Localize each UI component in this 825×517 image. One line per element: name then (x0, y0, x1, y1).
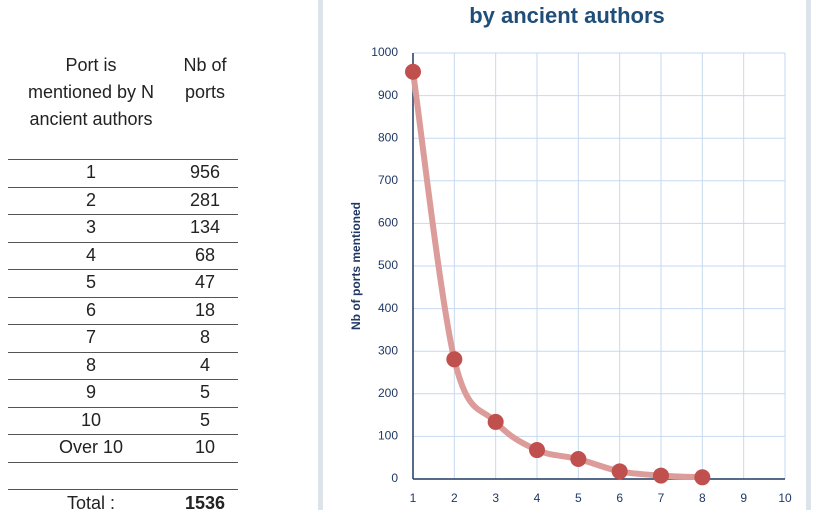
table-cell: 9 (85, 382, 96, 402)
y-tick-label: 0 (391, 471, 398, 485)
row-rule (8, 296, 238, 298)
header-cell: Port is mentioned by N ancient authors (27, 55, 155, 129)
data-point (694, 469, 711, 486)
data-point (487, 413, 504, 430)
table-cell: 2 (85, 189, 96, 210)
panel-border (806, 0, 811, 510)
table-cell: 8 (199, 327, 210, 347)
table-cell: 4 (199, 354, 210, 375)
x-tick-label: 1 (410, 491, 417, 505)
x-tick-label: 5 (575, 491, 582, 505)
table-cell: 1536 (184, 492, 226, 513)
x-tick-label: 6 (616, 491, 623, 505)
table-cell: 3 (85, 217, 96, 237)
data-point (653, 467, 669, 484)
y-tick-label: 900 (378, 88, 398, 102)
table-cell: 68 (194, 244, 216, 265)
row-rule (8, 434, 238, 435)
row-rule (8, 406, 238, 408)
trend-line (410, 68, 706, 481)
table-cell: 18 (194, 299, 216, 320)
y-tick-label: 100 (378, 429, 398, 443)
x-tick-label: 3 (492, 491, 499, 505)
y-tick-label: 300 (378, 343, 398, 357)
x-tick-label: 4 (534, 491, 541, 505)
row-rule (8, 488, 238, 490)
table-cell: 10 (80, 409, 102, 430)
row-rule (8, 214, 238, 215)
row-rule (8, 351, 238, 353)
row-rule (8, 324, 238, 325)
table-cell: 6 (85, 299, 96, 320)
x-tick-label: 8 (699, 491, 706, 505)
panel-border (318, 0, 323, 510)
y-tick-label: 800 (378, 130, 398, 144)
table-cell: Over 10 (58, 437, 124, 457)
x-tick-label: 9 (740, 491, 747, 505)
row-rule (8, 186, 238, 188)
table-cell: 5 (199, 382, 210, 402)
data-point (570, 450, 587, 467)
table-cell: 47 (194, 272, 216, 292)
row-rule (8, 269, 238, 270)
y-tick-label: 600 (378, 216, 398, 230)
y-tick-label: 200 (378, 386, 398, 400)
x-tick-label: 10 (778, 491, 792, 505)
y-tick-label: 700 (378, 173, 398, 187)
table-cell: 281 (189, 189, 221, 210)
y-tick-label: 1000 (371, 45, 398, 59)
y-tick-label: 400 (378, 301, 398, 315)
table-cell: Total : (66, 492, 116, 513)
table-cell: 134 (189, 217, 221, 237)
data-point (611, 463, 628, 480)
data-point (405, 63, 421, 80)
row-rule (8, 159, 238, 160)
table-cell: 10 (194, 437, 216, 457)
row-rule (8, 241, 238, 243)
data-point (446, 351, 463, 368)
table-cell: 1 (85, 162, 96, 182)
y-axis-label: Nb of ports mentioned (349, 202, 363, 330)
table-cell: 956 (189, 162, 221, 182)
table-cell: 4 (85, 244, 96, 265)
data-point (529, 442, 545, 459)
y-tick-label: 500 (378, 258, 398, 272)
chart-title: by ancient authors (469, 3, 665, 28)
x-tick-label: 7 (658, 491, 665, 505)
table-cell: 7 (85, 327, 96, 347)
header-cell: Nb of ports (183, 55, 227, 102)
row-rule (8, 379, 238, 380)
x-tick-label: 2 (451, 491, 458, 505)
row-rule (8, 461, 238, 463)
table-cell: 5 (85, 272, 96, 292)
table-cell: 5 (199, 409, 210, 430)
table-cell: 8 (85, 354, 96, 375)
